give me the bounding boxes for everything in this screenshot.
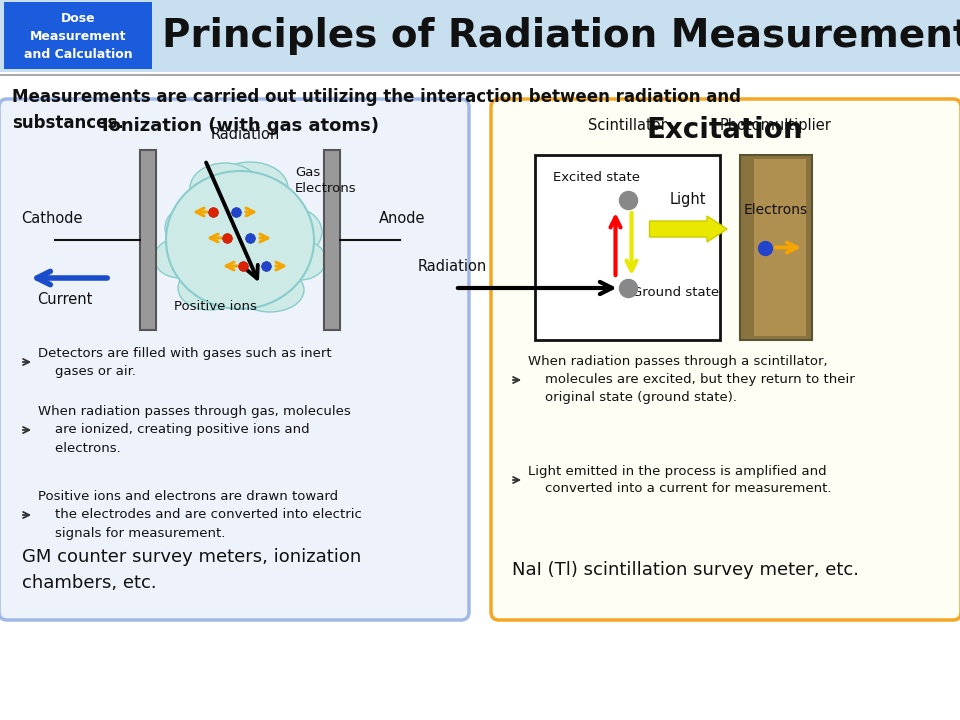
Bar xyxy=(535,155,720,340)
Text: NaI (Tl) scintillation survey meter, etc.: NaI (Tl) scintillation survey meter, etc… xyxy=(512,561,859,579)
FancyBboxPatch shape xyxy=(0,99,469,620)
Text: Scintillator: Scintillator xyxy=(588,118,667,133)
Text: When radiation passes through a scintillator,
    molecules are excited, but the: When radiation passes through a scintill… xyxy=(528,356,854,405)
Ellipse shape xyxy=(178,266,242,310)
Text: Measurements are carried out utilizing the interaction between radiation and
sub: Measurements are carried out utilizing t… xyxy=(12,88,741,132)
Text: Excited state: Excited state xyxy=(553,171,640,184)
Text: Ground state: Ground state xyxy=(633,287,720,300)
Ellipse shape xyxy=(236,268,304,312)
Bar xyxy=(754,159,806,336)
Text: Positive ions and electrons are drawn toward
    the electrodes and are converte: Positive ions and electrons are drawn to… xyxy=(38,490,362,539)
Ellipse shape xyxy=(258,207,322,257)
Text: Positive ions: Positive ions xyxy=(174,300,256,313)
Bar xyxy=(0,0,960,72)
Text: Current: Current xyxy=(37,292,93,307)
Text: Excitation: Excitation xyxy=(647,116,804,144)
Text: Radiation: Radiation xyxy=(418,259,487,274)
Ellipse shape xyxy=(154,238,206,278)
Text: When radiation passes through gas, molecules
    are ionized, creating positive : When radiation passes through gas, molec… xyxy=(38,405,350,454)
Text: Gas
Electrons: Gas Electrons xyxy=(295,166,356,194)
Text: Dose
Measurement
and Calculation: Dose Measurement and Calculation xyxy=(24,12,132,60)
FancyArrow shape xyxy=(650,216,727,242)
Text: Ionization (with gas atoms): Ionization (with gas atoms) xyxy=(102,117,378,135)
Text: GM counter survey meters, ionization
chambers, etc.: GM counter survey meters, ionization cha… xyxy=(22,548,361,592)
Text: Light emitted in the process is amplified and
    converted into a current for m: Light emitted in the process is amplifie… xyxy=(528,464,831,495)
Ellipse shape xyxy=(212,162,288,214)
Text: Cathode: Cathode xyxy=(21,211,83,226)
Ellipse shape xyxy=(190,163,260,213)
Ellipse shape xyxy=(274,240,326,280)
Bar xyxy=(4,2,152,69)
Ellipse shape xyxy=(166,171,314,309)
Text: Principles of Radiation Measurement: Principles of Radiation Measurement xyxy=(162,17,960,55)
FancyBboxPatch shape xyxy=(491,99,960,620)
Text: Light: Light xyxy=(669,192,706,207)
Text: Electrons: Electrons xyxy=(744,204,808,217)
Text: Photomultiplier: Photomultiplier xyxy=(720,118,832,133)
Bar xyxy=(740,155,812,340)
Bar xyxy=(140,150,156,330)
Bar xyxy=(324,150,340,330)
Text: Anode: Anode xyxy=(379,211,425,226)
Text: Detectors are filled with gases such as inert
    gases or air.: Detectors are filled with gases such as … xyxy=(38,346,331,377)
Text: Radiation: Radiation xyxy=(210,127,279,142)
Ellipse shape xyxy=(165,204,225,252)
